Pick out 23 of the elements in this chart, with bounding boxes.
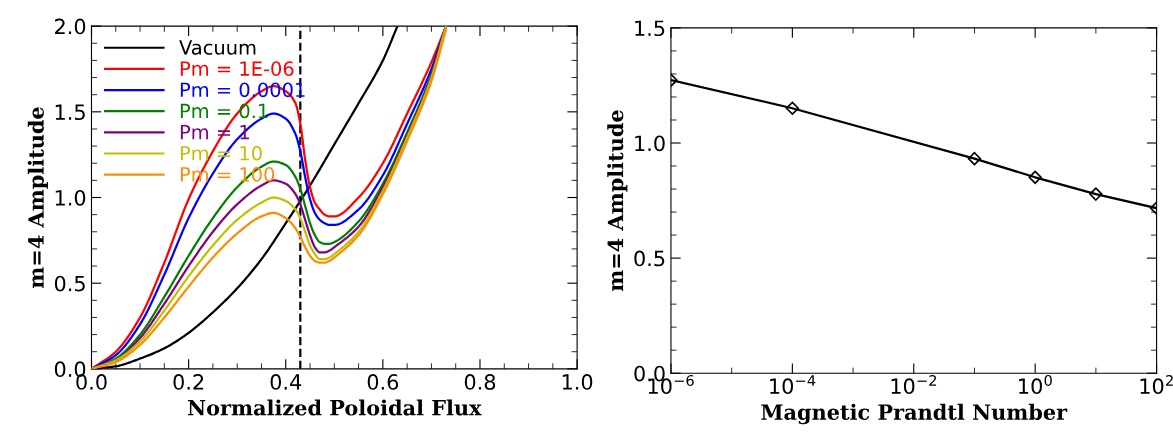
legend-label: Pm = 1E-06	[180, 61, 294, 76]
y-tick-label: 1.0	[635, 135, 665, 152]
x-tick-label: 10$^{−4}$	[770, 375, 816, 395]
x-axis-title: Normalized Poloidal Flux	[188, 399, 482, 416]
x-tick-label: 0.8	[464, 374, 496, 390]
x-tick-label: 0.6	[367, 374, 399, 390]
x-axis-title: Magnetic Prandtl Number	[761, 403, 1068, 425]
legend-label: Pm = 0.1	[180, 103, 268, 119]
x-tick-label: 10$^{−2}$	[891, 374, 937, 395]
y-tick-label: 1.5	[55, 104, 85, 121]
y-tick-label: 1.0	[55, 189, 86, 206]
x-tick-label: 0.4	[270, 374, 302, 390]
x-tick-label: 1.0	[562, 374, 593, 390]
x-tick-label: 10$^{0}$	[1019, 374, 1052, 395]
y-axis-title: m=4 Amplitude	[607, 110, 628, 292]
y-tick-label: 2.0	[55, 18, 86, 35]
y-tick-label: 1.5	[635, 20, 665, 37]
y-axis-title: m=4 Amplitude	[27, 107, 48, 289]
legend-label: Vacuum	[179, 40, 256, 55]
y-tick-label: 0.5	[54, 275, 85, 292]
x-tick-label: 10$^{2}$	[1140, 374, 1173, 395]
y-tick-label: 0.5	[634, 250, 665, 267]
x-tick-label: 0.2	[173, 374, 204, 390]
